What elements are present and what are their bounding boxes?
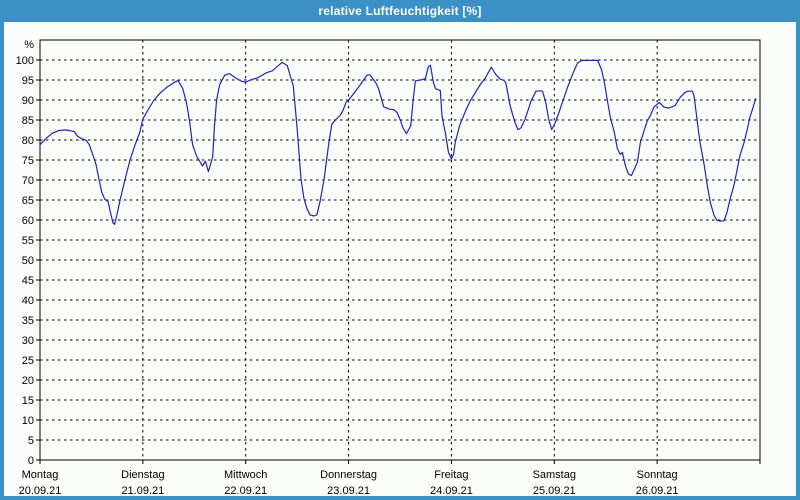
y-tick-label: 45 [22,275,34,287]
x-date-label: 22.09.21 [224,485,267,496]
plot-frame [39,39,761,461]
humidity-line [39,59,757,225]
y-axis-unit-label: % [24,39,34,51]
x-date-label: 23.09.21 [327,485,370,496]
y-tick-label: 25 [22,355,34,367]
x-day-label: Freitag [434,469,468,481]
y-tick-label: 15 [22,395,34,407]
x-date-label: 24.09.21 [430,485,473,496]
x-day-label: Donnerstag [320,469,377,481]
y-tick-label: 0 [28,455,34,467]
x-date-label: 21.09.21 [121,485,164,496]
y-tick-label: 5 [28,435,34,447]
y-tick-label: 90 [22,95,34,107]
humidity-chart: 0 5 10 15 20 25 30 35 40 45 50 55 60 65 70 75 80 85 90 95 10… [16,39,761,497]
y-tick-label: 35 [22,315,34,327]
y-tick-label: 50 [22,255,34,267]
window-title: relative Luftfeuchtigkeit [%] [318,4,482,18]
x-date-label: 20.09.21 [19,485,62,496]
x-day-label: Sonntag [637,469,678,481]
x-day-label: Samstag [533,469,576,481]
y-tick-label: 65 [22,195,34,207]
x-date-label: 25.09.21 [533,485,576,496]
x-day-label: Montag [22,469,59,481]
y-tick-label: 30 [22,335,34,347]
y-tick-label: 80 [22,135,34,147]
y-tick-label: 10 [22,415,34,427]
y-tick-label: 60 [22,215,34,227]
chart-content-area: 0 5 10 15 20 25 30 35 40 45 50 55 60 65 70 75 80 85 90 95 10… [4,22,796,497]
y-tick-label: 75 [22,155,34,167]
y-tick-label: 95 [22,75,34,87]
x-date-label: 26.09.21 [636,485,679,496]
y-tick-label: 70 [22,175,34,187]
y-tick-label: 20 [22,375,34,387]
y-tick-label: 55 [22,235,34,247]
titlebar: relative Luftfeuchtigkeit [%] [0,0,800,22]
y-tick-label: 100 [16,55,34,67]
y-tick-label: 40 [22,295,34,307]
x-day-label: Dienstag [121,469,164,481]
y-tick-label: 85 [22,115,34,127]
x-day-label: Mittwoch [224,469,267,481]
